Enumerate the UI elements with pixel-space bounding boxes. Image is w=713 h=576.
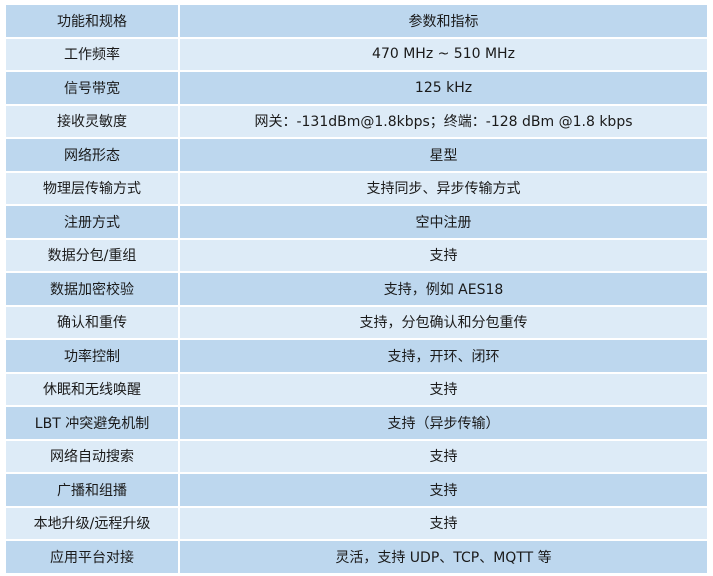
table-row: 网络自动搜索 支持: [6, 440, 707, 472]
table-row: 接收灵敏度 网关：-131dBm@1.8kbps；终端：-128 dBm @1.8…: [6, 105, 707, 137]
value-cell: 星型: [180, 139, 707, 171]
feature-cell: 接收灵敏度: [6, 105, 178, 137]
value-cell: 支持: [180, 440, 707, 472]
value-cell: 470 MHz ~ 510 MHz: [180, 38, 707, 70]
value-cell: 支持，例如 AES18: [180, 273, 707, 305]
value-cell: 网关：-131dBm@1.8kbps；终端：-128 dBm @1.8 kbps: [180, 105, 707, 137]
value-cell: 支持，开环、闭环: [180, 340, 707, 372]
feature-cell: 广播和组播: [6, 474, 178, 506]
table-row: LBT 冲突避免机制 支持（异步传输）: [6, 407, 707, 439]
value-cell: 125 kHz: [180, 72, 707, 104]
table-row: 数据分包/重组 支持: [6, 239, 707, 271]
table-row: 信号带宽 125 kHz: [6, 72, 707, 104]
feature-cell: 物理层传输方式: [6, 172, 178, 204]
value-cell: 支持: [180, 507, 707, 539]
value-cell: 灵活，支持 UDP、TCP、MQTT 等: [180, 541, 707, 573]
feature-cell: LBT 冲突避免机制: [6, 407, 178, 439]
table-header-row: 功能和规格 参数和指标: [6, 5, 707, 37]
feature-cell: 注册方式: [6, 206, 178, 238]
table-row: 广播和组播 支持: [6, 474, 707, 506]
value-cell: 支持: [180, 239, 707, 271]
table-row: 工作频率 470 MHz ~ 510 MHz: [6, 38, 707, 70]
value-cell: 空中注册: [180, 206, 707, 238]
feature-cell: 本地升级/远程升级: [6, 507, 178, 539]
feature-cell: 数据分包/重组: [6, 239, 178, 271]
feature-cell: 网络形态: [6, 139, 178, 171]
table-row: 应用平台对接 灵活，支持 UDP、TCP、MQTT 等: [6, 541, 707, 573]
table-row: 物理层传输方式 支持同步、异步传输方式: [6, 172, 707, 204]
feature-cell: 确认和重传: [6, 306, 178, 338]
feature-cell: 功率控制: [6, 340, 178, 372]
value-cell: 支持（异步传输）: [180, 407, 707, 439]
table-row: 确认和重传 支持，分包确认和分包重传: [6, 306, 707, 338]
feature-cell: 工作频率: [6, 38, 178, 70]
feature-cell: 信号带宽: [6, 72, 178, 104]
feature-cell: 休眠和无线唤醒: [6, 373, 178, 405]
value-cell: 支持: [180, 474, 707, 506]
feature-cell: 网络自动搜索: [6, 440, 178, 472]
spec-table: 功能和规格 参数和指标 工作频率 470 MHz ~ 510 MHz 信号带宽 125…: [4, 3, 709, 575]
table-row: 数据加密校验 支持，例如 AES18: [6, 273, 707, 305]
header-feature: 功能和规格: [6, 5, 178, 37]
value-cell: 支持同步、异步传输方式: [180, 172, 707, 204]
feature-cell: 应用平台对接: [6, 541, 178, 573]
header-value: 参数和指标: [180, 5, 707, 37]
table-row: 休眠和无线唤醒 支持: [6, 373, 707, 405]
table-row: 本地升级/远程升级 支持: [6, 507, 707, 539]
table-row: 功率控制 支持，开环、闭环: [6, 340, 707, 372]
value-cell: 支持: [180, 373, 707, 405]
table-row: 注册方式 空中注册: [6, 206, 707, 238]
table-row: 网络形态 星型: [6, 139, 707, 171]
feature-cell: 数据加密校验: [6, 273, 178, 305]
value-cell: 支持，分包确认和分包重传: [180, 306, 707, 338]
